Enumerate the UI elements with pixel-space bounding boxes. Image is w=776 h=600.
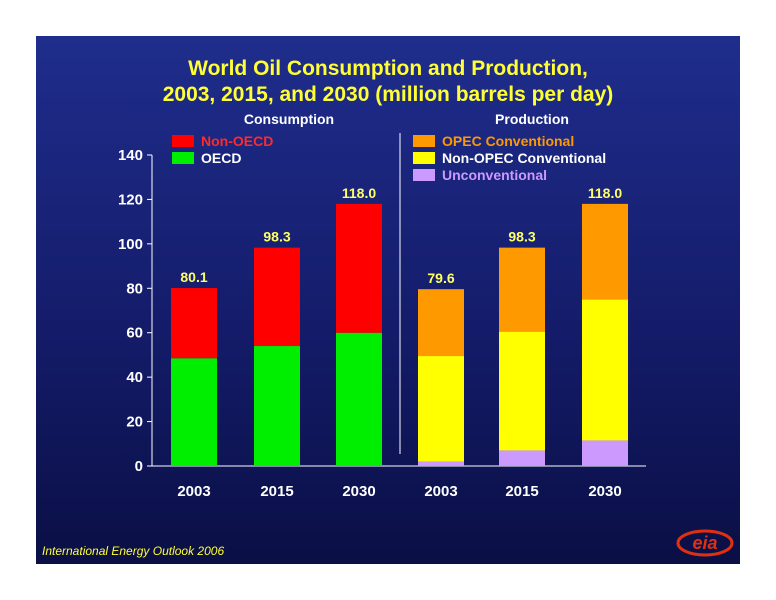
bar-unconventional-2003 bbox=[418, 461, 464, 466]
legend-label-opec: OPEC Conventional bbox=[442, 133, 574, 149]
panel-label-consumption: Consumption bbox=[244, 111, 334, 127]
x-tick-label: 2015 bbox=[260, 483, 293, 500]
x-tick-label: 2003 bbox=[177, 483, 210, 500]
y-tick-label: 0 bbox=[135, 458, 143, 475]
chart-title-line2: 2003, 2015, and 2030 (million barrels pe… bbox=[162, 83, 614, 106]
y-tick-label: 40 bbox=[126, 369, 143, 386]
stacked-bar-chart: 0 20 40 60 80 100 120 140 Consumption Non-OECDOEC… bbox=[118, 111, 646, 500]
y-tick-label: 140 bbox=[118, 147, 143, 164]
logo-text: eia bbox=[692, 533, 717, 553]
bar-oecd-2015 bbox=[254, 346, 300, 466]
x-tick-label: 2030 bbox=[588, 483, 621, 500]
legend-swatch-non_oecd bbox=[172, 135, 194, 147]
x-tick-label: 2030 bbox=[342, 483, 375, 500]
bar-non_opec-2030 bbox=[582, 299, 628, 441]
y-tick-label: 20 bbox=[126, 414, 143, 431]
y-tick-label: 100 bbox=[118, 236, 143, 253]
data-label-total: 80.1 bbox=[180, 269, 207, 285]
bar-oecd-2030 bbox=[336, 332, 382, 466]
data-label-total: 118.0 bbox=[342, 185, 376, 201]
bar-non_oecd-2030 bbox=[336, 203, 382, 333]
bar-non_oecd-2003 bbox=[171, 288, 217, 359]
bar-non_opec-2015 bbox=[499, 331, 545, 451]
y-tick-label: 60 bbox=[126, 325, 143, 342]
slide: World Oil Consumption and Production, 20… bbox=[36, 36, 740, 564]
data-label-total: 118.0 bbox=[588, 185, 622, 201]
x-tick-label: 2003 bbox=[424, 483, 457, 500]
footer-source: International Energy Outlook 2006 bbox=[42, 544, 225, 558]
legend-swatch-non_opec bbox=[413, 152, 435, 164]
bar-unconventional-2030 bbox=[582, 440, 628, 466]
legend-swatch-oecd bbox=[172, 152, 194, 164]
data-label-total: 98.3 bbox=[263, 229, 290, 245]
panel-label-production: Production bbox=[495, 111, 569, 127]
legend-swatch-opec bbox=[413, 135, 435, 147]
chart-title-line1: World Oil Consumption and Production, bbox=[188, 57, 588, 80]
legend-label-non_oecd: Non-OECD bbox=[201, 133, 273, 149]
data-label-total: 79.6 bbox=[427, 270, 454, 286]
bar-oecd-2003 bbox=[171, 358, 217, 466]
y-tick-label: 120 bbox=[118, 191, 143, 208]
legend-label-unconventional: Unconventional bbox=[442, 167, 547, 183]
bar-non_opec-2003 bbox=[418, 356, 464, 462]
x-tick-label: 2015 bbox=[505, 483, 538, 500]
bar-non_oecd-2015 bbox=[254, 247, 300, 347]
bar-opec-2030 bbox=[582, 203, 628, 300]
eia-logo-icon: eia bbox=[676, 529, 734, 557]
bar-opec-2003 bbox=[418, 289, 464, 357]
legend-swatch-unconventional bbox=[413, 169, 435, 181]
bar-opec-2015 bbox=[499, 247, 545, 332]
bar-unconventional-2015 bbox=[499, 450, 545, 466]
y-tick-label: 80 bbox=[126, 280, 143, 297]
legend-label-non_opec: Non-OPEC Conventional bbox=[442, 150, 606, 166]
data-label-total: 98.3 bbox=[508, 229, 535, 245]
legend-label-oecd: OECD bbox=[201, 150, 241, 166]
